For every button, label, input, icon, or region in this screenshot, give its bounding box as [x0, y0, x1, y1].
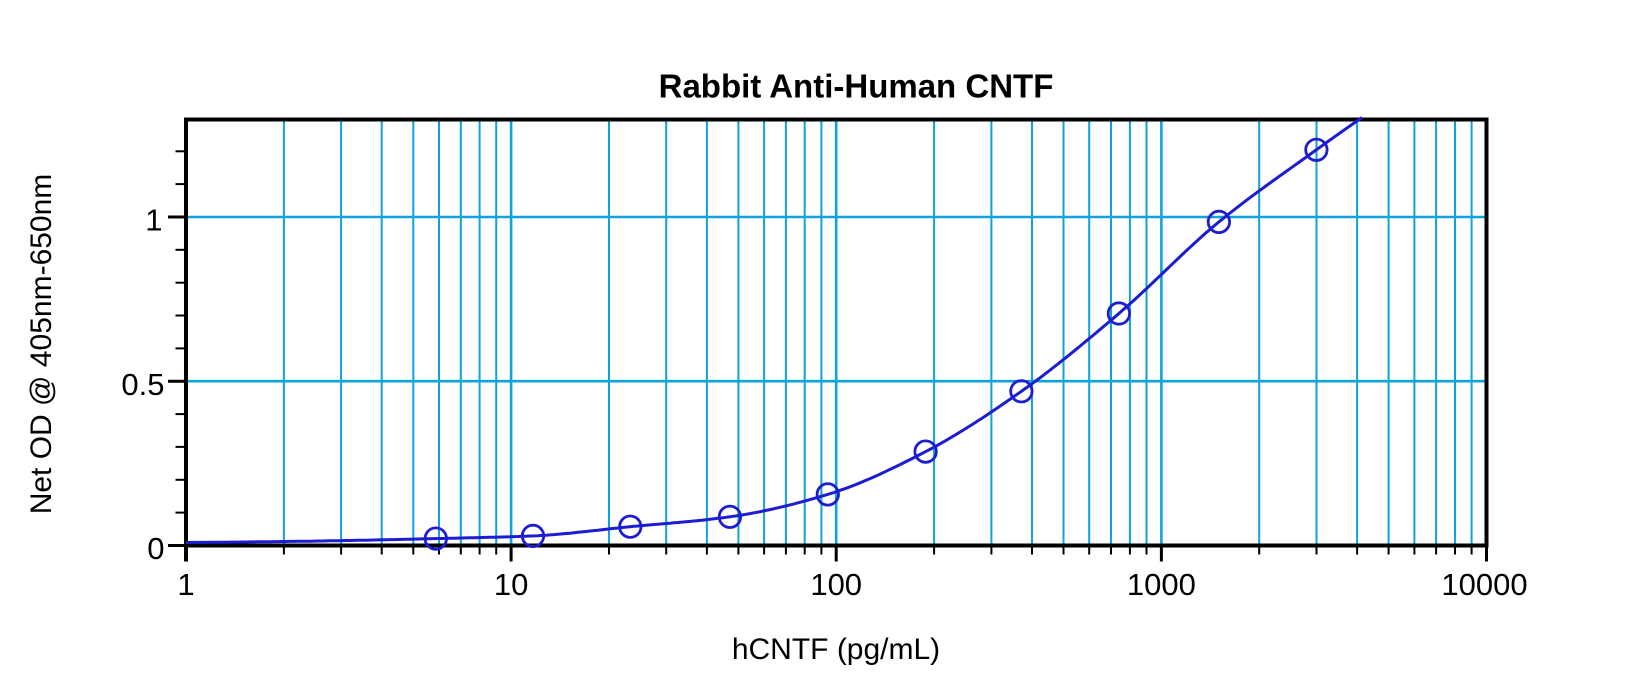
- svg-text:0.5: 0.5: [121, 367, 164, 402]
- svg-text:Net OD @ 405nm-650nm: Net OD @ 405nm-650nm: [25, 174, 58, 515]
- svg-text:0: 0: [147, 531, 164, 566]
- svg-text:Rabbit Anti-Human CNTF: Rabbit Anti-Human CNTF: [659, 68, 1054, 105]
- svg-text:10000: 10000: [1441, 567, 1527, 602]
- svg-text:10: 10: [494, 567, 528, 602]
- svg-text:hCNTF (pg/mL): hCNTF (pg/mL): [732, 633, 940, 666]
- svg-text:1000: 1000: [1127, 567, 1196, 602]
- svg-text:100: 100: [810, 567, 862, 602]
- svg-text:1: 1: [145, 203, 162, 238]
- svg-text:1: 1: [177, 567, 194, 602]
